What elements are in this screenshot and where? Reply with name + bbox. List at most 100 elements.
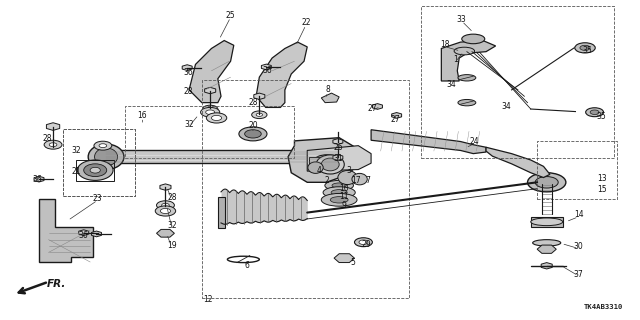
Ellipse shape xyxy=(325,180,353,191)
Text: 34: 34 xyxy=(446,80,456,89)
Ellipse shape xyxy=(454,47,474,55)
Circle shape xyxy=(359,240,368,244)
Circle shape xyxy=(44,140,62,149)
Bar xyxy=(63,129,135,196)
Text: 3: 3 xyxy=(346,166,351,175)
Text: 1: 1 xyxy=(453,55,458,64)
Ellipse shape xyxy=(308,162,323,173)
Circle shape xyxy=(156,206,175,216)
Polygon shape xyxy=(189,41,234,103)
Circle shape xyxy=(99,144,107,148)
Ellipse shape xyxy=(84,164,107,177)
Text: 35: 35 xyxy=(582,45,592,55)
Circle shape xyxy=(256,113,262,116)
Text: 20: 20 xyxy=(248,121,258,130)
Polygon shape xyxy=(321,93,339,103)
Text: 5: 5 xyxy=(351,258,356,267)
Ellipse shape xyxy=(531,218,563,226)
Text: 36: 36 xyxy=(183,68,193,77)
Ellipse shape xyxy=(330,197,348,203)
Text: 21: 21 xyxy=(71,167,81,176)
Text: 36: 36 xyxy=(33,175,43,184)
Text: FR.: FR. xyxy=(47,279,66,289)
Text: 22: 22 xyxy=(301,19,310,28)
Circle shape xyxy=(162,203,170,207)
Ellipse shape xyxy=(532,240,561,246)
Text: 29: 29 xyxy=(361,240,371,249)
Bar xyxy=(202,80,410,298)
Ellipse shape xyxy=(323,187,355,198)
Ellipse shape xyxy=(90,167,100,173)
Text: 2: 2 xyxy=(324,176,329,185)
Text: 6: 6 xyxy=(244,261,249,270)
Ellipse shape xyxy=(338,171,357,185)
Text: 26: 26 xyxy=(333,143,342,152)
Polygon shape xyxy=(256,42,307,108)
Text: 23: 23 xyxy=(93,194,102,203)
Ellipse shape xyxy=(527,173,566,192)
Polygon shape xyxy=(39,199,93,262)
Text: 31: 31 xyxy=(333,154,342,163)
Ellipse shape xyxy=(458,100,476,106)
Circle shape xyxy=(324,160,331,163)
Circle shape xyxy=(355,238,372,247)
Ellipse shape xyxy=(77,160,113,180)
Text: 35: 35 xyxy=(596,112,606,121)
Bar xyxy=(63,129,135,196)
Circle shape xyxy=(314,155,342,169)
Ellipse shape xyxy=(352,173,367,185)
Text: 36: 36 xyxy=(79,231,88,240)
Circle shape xyxy=(49,143,57,147)
Text: 24: 24 xyxy=(470,137,479,146)
Polygon shape xyxy=(442,41,495,81)
Text: 27: 27 xyxy=(367,104,377,113)
Ellipse shape xyxy=(458,75,476,81)
Text: 17: 17 xyxy=(351,176,360,185)
Polygon shape xyxy=(486,147,550,178)
Text: 33: 33 xyxy=(457,15,467,24)
Text: 36: 36 xyxy=(263,66,273,75)
Ellipse shape xyxy=(535,177,558,188)
Text: 34: 34 xyxy=(502,102,511,111)
Text: TK4AB3310: TK4AB3310 xyxy=(584,304,623,310)
Text: 10: 10 xyxy=(339,184,349,193)
Polygon shape xyxy=(307,146,371,171)
Text: 9: 9 xyxy=(342,201,347,210)
Ellipse shape xyxy=(590,110,599,115)
Circle shape xyxy=(157,201,174,210)
Ellipse shape xyxy=(331,190,348,196)
Text: 14: 14 xyxy=(574,210,584,219)
Circle shape xyxy=(320,158,335,165)
Text: 28: 28 xyxy=(248,98,258,107)
Ellipse shape xyxy=(321,158,339,171)
Text: 11: 11 xyxy=(339,192,349,201)
Text: 25: 25 xyxy=(226,11,236,20)
Circle shape xyxy=(200,108,220,117)
Text: 18: 18 xyxy=(440,40,449,49)
Circle shape xyxy=(205,110,214,115)
Text: 13: 13 xyxy=(598,174,607,183)
Ellipse shape xyxy=(321,194,357,206)
Ellipse shape xyxy=(95,148,118,166)
Ellipse shape xyxy=(586,108,604,117)
Ellipse shape xyxy=(462,34,484,44)
Ellipse shape xyxy=(239,127,267,141)
Ellipse shape xyxy=(316,155,344,174)
Bar xyxy=(218,197,225,228)
Text: 30: 30 xyxy=(574,242,584,251)
Circle shape xyxy=(94,141,112,150)
Polygon shape xyxy=(288,138,358,182)
Polygon shape xyxy=(106,150,339,163)
Text: 37: 37 xyxy=(574,269,584,279)
Polygon shape xyxy=(371,130,486,154)
Circle shape xyxy=(161,208,171,213)
Bar xyxy=(537,141,617,199)
Circle shape xyxy=(206,113,227,123)
Bar xyxy=(421,6,614,158)
Text: 16: 16 xyxy=(138,111,147,120)
Circle shape xyxy=(211,116,221,121)
Text: 28: 28 xyxy=(43,134,52,143)
Text: 4: 4 xyxy=(316,166,321,175)
Ellipse shape xyxy=(88,144,124,170)
Text: 8: 8 xyxy=(325,85,330,94)
